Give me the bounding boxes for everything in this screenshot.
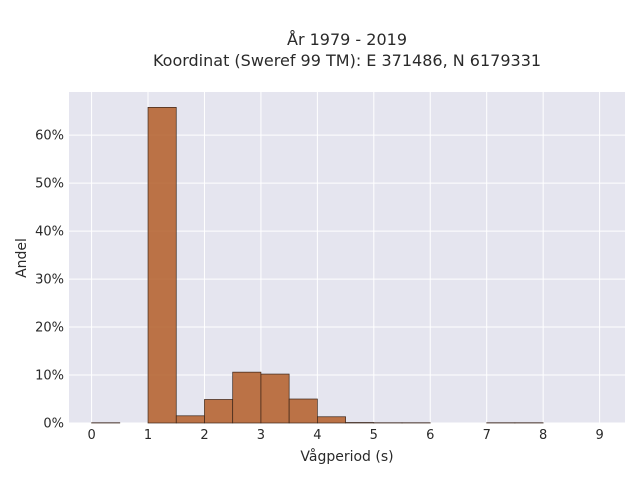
x-tick-label: 2 bbox=[200, 428, 208, 443]
y-tick-label: 60% bbox=[35, 129, 64, 144]
chart-title-line-2: Koordinat (Sweref 99 TM): E 371486, N 61… bbox=[153, 51, 541, 70]
x-tick-label: 9 bbox=[595, 428, 603, 443]
x-tick-label: 4 bbox=[313, 428, 321, 443]
histogram-bar bbox=[317, 417, 345, 423]
y-tick-label: 40% bbox=[35, 225, 64, 240]
histogram-bar bbox=[204, 399, 232, 423]
x-tick-label: 1 bbox=[144, 428, 152, 443]
y-tick-label: 20% bbox=[35, 321, 64, 336]
y-axis-label: Andel bbox=[14, 238, 30, 278]
y-tick-label: 50% bbox=[35, 177, 64, 192]
y-tick-label: 30% bbox=[35, 273, 64, 288]
x-axis-label: Vågperiod (s) bbox=[300, 448, 393, 465]
chart-title-line-1: År 1979 - 2019 bbox=[287, 30, 407, 49]
x-tick-label: 3 bbox=[257, 428, 265, 443]
histogram-bar bbox=[289, 399, 317, 423]
y-tick-label: 10% bbox=[35, 369, 64, 384]
histogram-bar bbox=[261, 374, 289, 423]
histogram-bar bbox=[176, 416, 204, 423]
histogram-bar bbox=[233, 372, 261, 423]
x-tick-label: 5 bbox=[370, 428, 378, 443]
x-tick-label: 8 bbox=[539, 428, 547, 443]
y-tick-labels: 0% 10% 20% 30% 40% 50% 60% bbox=[35, 129, 64, 432]
x-tick-labels: 0 1 2 3 4 5 6 7 8 9 bbox=[87, 428, 603, 443]
x-tick-label: 7 bbox=[483, 428, 491, 443]
x-tick-label: 0 bbox=[87, 428, 95, 443]
histogram-bar bbox=[148, 107, 176, 423]
x-tick-label: 6 bbox=[426, 428, 434, 443]
y-tick-label: 0% bbox=[43, 417, 64, 432]
